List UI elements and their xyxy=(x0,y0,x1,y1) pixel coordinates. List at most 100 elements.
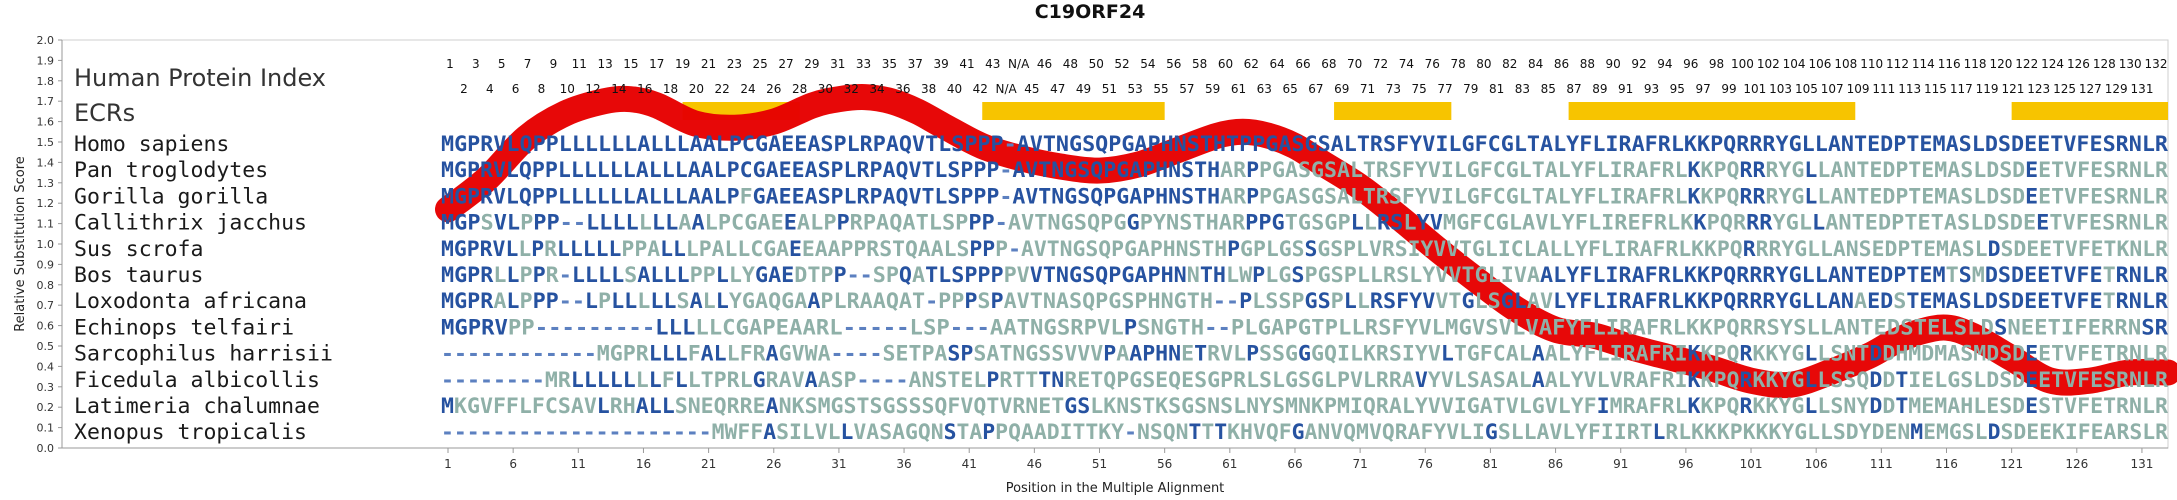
residue: L xyxy=(1519,342,1532,367)
residue: S xyxy=(1077,184,1090,209)
residue: M xyxy=(441,211,454,236)
residue: L xyxy=(714,158,727,183)
residue: K xyxy=(1701,368,1714,393)
human-index-number: 7 xyxy=(524,57,532,71)
residue: F xyxy=(1584,394,1597,419)
residue: L xyxy=(612,211,625,236)
residue: R xyxy=(480,289,493,314)
residue: - xyxy=(557,420,570,445)
residue: P xyxy=(870,158,883,183)
residue: V xyxy=(1220,342,1233,367)
residue: P xyxy=(521,315,534,340)
residue: - xyxy=(869,315,882,340)
human-index-number: 24 xyxy=(740,82,755,96)
residue: Q xyxy=(905,237,918,262)
y-tick-label: 1.6 xyxy=(37,116,55,129)
residue: A xyxy=(1540,263,1553,288)
residue: T xyxy=(1931,211,1944,236)
residue: V xyxy=(2064,342,2077,367)
residue: A xyxy=(1545,342,1558,367)
residue: A xyxy=(779,368,792,393)
residue: V xyxy=(2064,394,2077,419)
species-label: Ficedula albicollis xyxy=(74,368,320,393)
residue: Y xyxy=(1571,368,1584,393)
residue: G xyxy=(1794,237,1807,262)
residue: - xyxy=(467,368,480,393)
residue: V xyxy=(853,420,866,445)
residue: S xyxy=(1390,211,1403,236)
residue: L xyxy=(1804,368,1817,393)
residue: R xyxy=(2101,315,2114,340)
residue: S xyxy=(882,342,895,367)
residue: L xyxy=(609,237,622,262)
residue: T xyxy=(1214,420,1227,445)
residue: N xyxy=(2129,289,2142,314)
residue: E xyxy=(2089,211,2102,236)
residue: L xyxy=(1363,368,1376,393)
species-label: Xenopus tropicalis xyxy=(74,420,307,445)
human-index-number: 91 xyxy=(1618,82,1633,96)
residue: - xyxy=(531,420,544,445)
residue: T xyxy=(1895,368,1908,393)
residue: P xyxy=(468,315,481,340)
residue: L xyxy=(841,420,854,445)
residue: N xyxy=(1116,394,1129,419)
residue: A xyxy=(766,394,779,419)
residue: I xyxy=(1454,394,1467,419)
residue: A xyxy=(1522,211,1535,236)
residue: T xyxy=(1200,132,1213,157)
residue: - xyxy=(844,342,857,367)
residue: R xyxy=(1064,368,1077,393)
residue: A xyxy=(805,368,818,393)
residue: A xyxy=(1640,237,1653,262)
y-tick-label: 1.3 xyxy=(37,177,55,190)
residue: Y xyxy=(1259,394,1272,419)
residue: L xyxy=(1558,368,1571,393)
residue: T xyxy=(1090,368,1103,393)
residue: T xyxy=(1946,263,1959,288)
residue: V xyxy=(2064,184,2077,209)
residue: S xyxy=(1383,132,1396,157)
residue: S xyxy=(1396,263,1409,288)
residue: V xyxy=(1030,132,1043,157)
sequence-row: MKGVFFLFCSAVLRHALLSNEQRREANKSMGSTSGSSSQF… xyxy=(441,394,2168,419)
human-index-number: 25 xyxy=(753,57,768,71)
residue: R xyxy=(1753,315,1766,340)
residue: V xyxy=(960,394,973,419)
human-index-number: 129 xyxy=(2105,82,2128,96)
residue: L xyxy=(660,237,673,262)
residue: E xyxy=(2036,211,2049,236)
residue: F xyxy=(947,394,960,419)
residue: S xyxy=(1291,132,1304,157)
residue: L xyxy=(1562,237,1575,262)
residue: R xyxy=(1765,184,1778,209)
residue: S xyxy=(1291,263,1304,288)
residue: D xyxy=(1988,420,2001,445)
residue: S xyxy=(1994,315,2007,340)
residue: P xyxy=(1246,184,1259,209)
residue: E xyxy=(2024,263,2037,288)
residue: P xyxy=(1714,394,1727,419)
residue: N xyxy=(1137,420,1150,445)
residue: I xyxy=(1350,394,1363,419)
residue: S xyxy=(921,394,934,419)
residue: K xyxy=(1103,394,1116,419)
residue: F xyxy=(1588,237,1601,262)
residue: V xyxy=(1433,237,1446,262)
residue: Q xyxy=(1720,211,1733,236)
residue: P xyxy=(1714,368,1727,393)
residue: R xyxy=(636,342,649,367)
residue: L xyxy=(597,184,610,209)
y-tick-label: 1.8 xyxy=(37,75,55,88)
human-index-number: 125 xyxy=(2053,82,2076,96)
residue: K xyxy=(1363,342,1376,367)
residue: R xyxy=(1233,158,1246,183)
residue: L xyxy=(1812,211,1825,236)
residue: T xyxy=(1200,263,1213,288)
residue: G xyxy=(1786,211,1799,236)
residue: E xyxy=(2090,342,2103,367)
human-index-number: 83 xyxy=(1515,82,1530,96)
residue: I xyxy=(1675,368,1688,393)
residue: R xyxy=(1623,394,1636,419)
residue: T xyxy=(1311,315,1324,340)
